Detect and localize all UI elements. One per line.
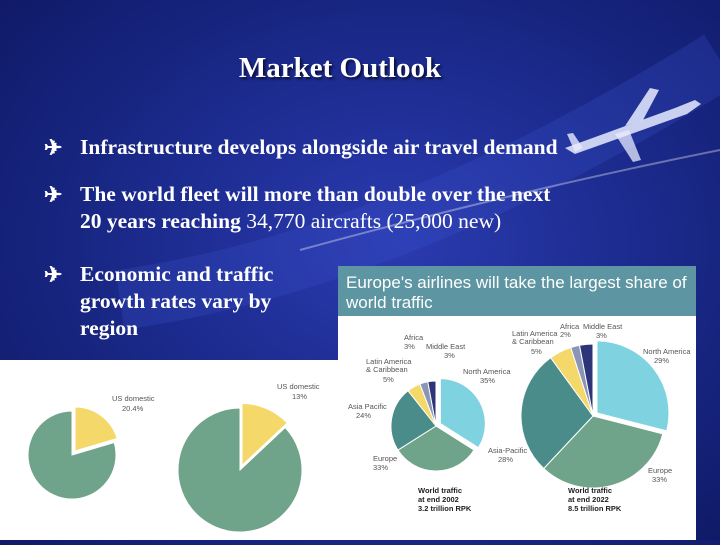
pie-c-africa-value: 3% [404, 342, 415, 351]
bullet-text-line2-bold: 20 years reaching [80, 209, 247, 233]
pie-d-latam-value: 5% [531, 347, 542, 356]
pie-d-ap-value: 28% [498, 455, 513, 464]
pie-slice-middle-east [578, 343, 594, 417]
pie-c-africa-label: Africa [404, 333, 424, 342]
pie-d-mideast-value: 3% [596, 331, 607, 340]
pie-c-europe-value: 33% [373, 463, 388, 472]
pie-slice-us-domestic [241, 402, 288, 467]
bullet-text-line1: The world fleet will more than double ov… [80, 182, 551, 206]
plane-bullet-icon: ✈ [44, 135, 63, 160]
pie-c-latam-label: Latin America [366, 357, 412, 366]
pie-d-europe-label: Europe [648, 466, 672, 475]
pie-chart-2022-us [177, 402, 303, 533]
pie-a-value-label: 20.4% [122, 404, 144, 413]
pie-chart-2022-world [520, 340, 670, 489]
pie-c-na-value: 35% [480, 376, 495, 385]
world-traffic-panel: Europe's airlines will take the largest … [338, 266, 696, 540]
pie-chart-2002-world [390, 378, 486, 472]
pie-c-europe-label: Europe [373, 454, 397, 463]
pie-c-footer-2: at end 2002 [418, 495, 459, 504]
pie-d-africa-label: Africa [560, 322, 580, 331]
bullet-text-line2-plain: 34,770 aircrafts (25,000 new) [246, 209, 502, 233]
us-domestic-charts: US domestic 20.4% US domestic 13% [27, 382, 320, 533]
plane-bullet-icon: ✈ [44, 182, 63, 207]
pie-d-footer-2: at end 2022 [568, 495, 609, 504]
pie-d-latam-label2: & Caribbean [512, 337, 554, 346]
pie-b-label: US domestic [277, 382, 320, 391]
pie-c-mideast-value: 3% [444, 351, 455, 360]
pie-c-footer-1: World traffic [418, 486, 462, 495]
pie-slice-north-america [439, 378, 486, 449]
pie-slice-middle-east [427, 380, 437, 427]
bullet-text-line3: region [80, 316, 139, 340]
us-domestic-panel: US domestic 20.4% US domestic 13% [0, 360, 338, 540]
pie-slice-other-1 [177, 407, 303, 533]
pie-slice-other-1 [27, 410, 117, 500]
slide-title: Market Outlook [238, 52, 442, 84]
pie-c-latam-label2: & Caribbean [366, 365, 408, 374]
world-traffic-charts: Africa 3% Middle East 3% Latin America &… [348, 322, 691, 513]
pie-a-label: US domestic [112, 394, 155, 403]
pie-d-mideast-label: Middle East [583, 322, 623, 331]
pie-d-footer-1: World traffic [568, 486, 612, 495]
pie-chart-2002-us [27, 406, 118, 500]
pie-c-latam-value: 5% [383, 375, 394, 384]
panel-header-title: Europe's airlines will take the largest … [338, 266, 696, 316]
pie-d-europe-value: 33% [652, 475, 667, 484]
pie-d-na-label: North America [643, 347, 691, 356]
pie-d-footer-3: 8.5 trillion RPK [568, 504, 622, 513]
bullet-world-fleet: ✈ The world fleet will more than double … [44, 181, 684, 235]
pie-slice-europe [543, 415, 664, 489]
pie-c-footer-3: 3.2 trillion RPK [418, 504, 472, 513]
pie-c-na-label: North America [463, 367, 511, 376]
pie-d-ap-label: Asia-Pacific [488, 446, 527, 455]
pie-slice-asia-pacific [520, 357, 594, 470]
bullet-infrastructure: ✈ Infrastructure develops alongside air … [44, 134, 684, 161]
pie-slice-north-america [596, 340, 670, 432]
pie-d-na-value: 29% [654, 356, 669, 365]
plane-bullet-icon: ✈ [44, 262, 63, 287]
bullet-text-line2: growth rates vary by [80, 289, 272, 313]
pie-c-ap-value: 24% [356, 411, 371, 420]
bullet-growth-rates: ✈ Economic and traffic growth rates vary… [44, 261, 334, 342]
bullet-text-line1: Economic and traffic [80, 262, 274, 286]
pie-c-ap-label: Asia Pacific [348, 402, 387, 411]
pie-c-mideast-label: Middle East [426, 342, 466, 351]
pie-slice-asia-pacific [390, 390, 437, 451]
pie-d-latam-label: Latin America [512, 329, 558, 338]
pie-slice-us-domestic [74, 406, 118, 452]
pie-b-value-label: 13% [292, 392, 307, 401]
bullet-text: Infrastructure develops alongside air tr… [80, 135, 558, 159]
pie-slice-europe [397, 425, 475, 472]
airplane-icon [565, 88, 701, 162]
pie-d-africa-value: 2% [560, 330, 571, 339]
